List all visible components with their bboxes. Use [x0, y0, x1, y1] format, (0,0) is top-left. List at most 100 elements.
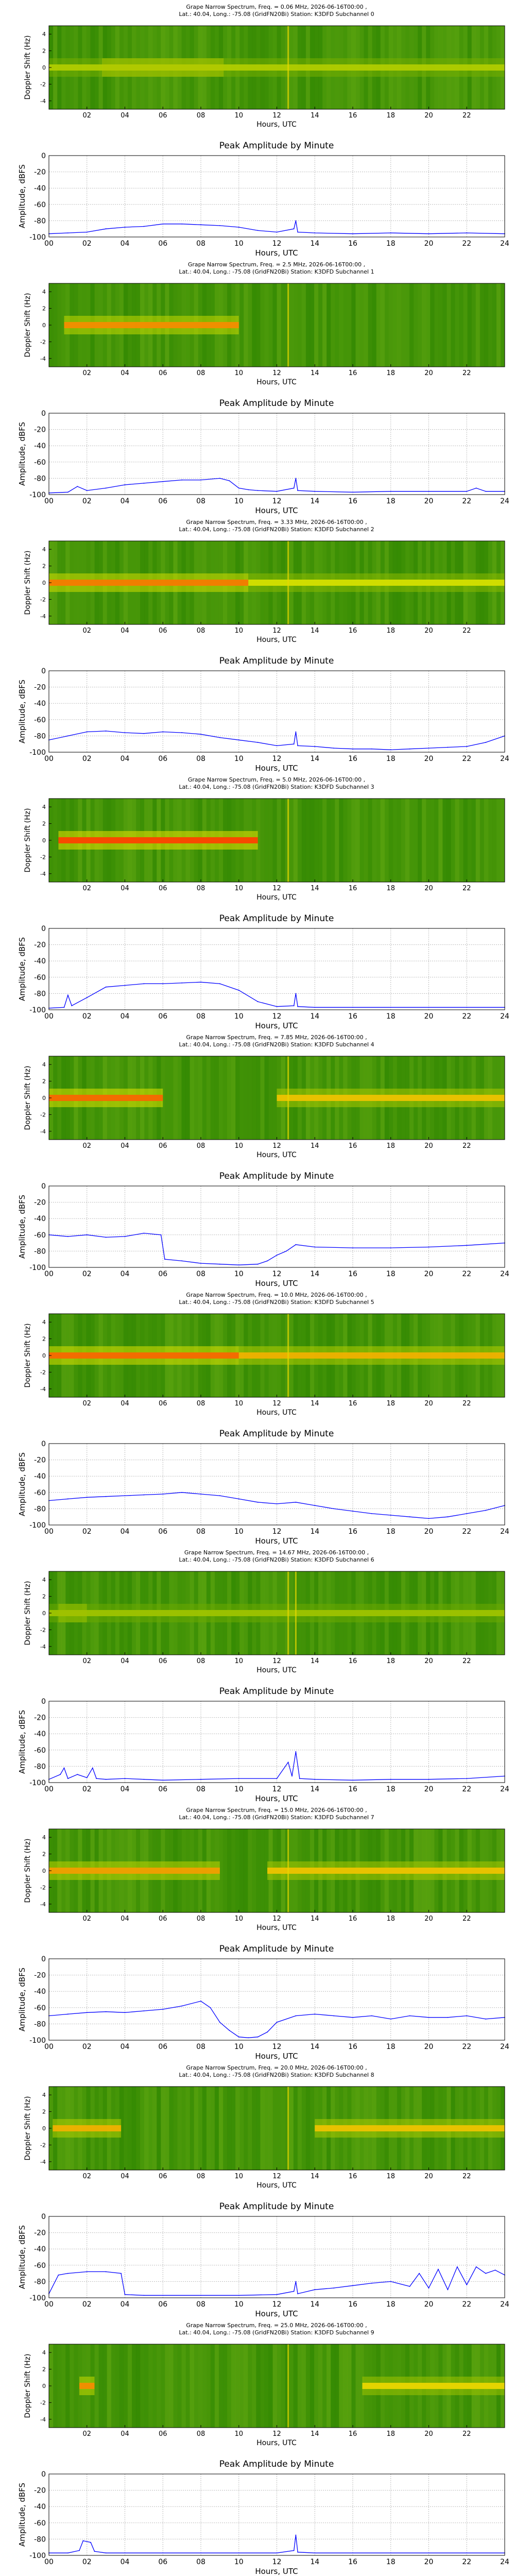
- spectrum-noise-column: [475, 799, 480, 882]
- spectrum-noise-column: [239, 2087, 244, 2170]
- spectrum-x-tick-label: 08: [197, 1657, 205, 1665]
- amplitude-data-point: [229, 480, 230, 482]
- spectrum-x-tick-label: 16: [349, 369, 357, 377]
- spectrum-x-tick-label: 12: [272, 1142, 281, 1150]
- amplitude-x-tick-label: 04: [121, 755, 130, 763]
- spectrum-x-tick-label: 18: [386, 1915, 395, 1923]
- spectrum-x-tick-label: 04: [121, 1657, 129, 1665]
- spectrum-noise-column: [169, 2344, 174, 2428]
- spectrum-noise-column: [181, 2344, 186, 2428]
- amplitude-data-point: [295, 993, 297, 994]
- amplitude-plot: 00 02 04 06 08 10 12 14 16 18 20 22 24 0 -20 -40 -60 -80 -…: [18, 410, 509, 515]
- amplitude-x-tick-label: 14: [310, 1270, 319, 1278]
- amplitude-background: [49, 2474, 505, 2555]
- amplitude-frame: [48, 1701, 505, 1783]
- amplitude-x-tick-label: 02: [82, 1785, 92, 1793]
- spectrum-x-tick-label: 02: [82, 369, 91, 377]
- spectrum-noise-column: [173, 1056, 178, 1140]
- spectrum-x-tick-label: 06: [159, 2430, 167, 2438]
- amplitude-y-axis-label: Amplitude, dBFS: [18, 1710, 27, 1774]
- amplitude-x-tick-label: 24: [500, 1785, 509, 1793]
- amplitude-data-point: [143, 1494, 145, 1496]
- spectrum-noise-column: [256, 2087, 261, 2170]
- spectrum-noise-column: [442, 283, 447, 367]
- spectrum-noise-column: [210, 1056, 215, 1140]
- spectrum-y-tick-label: 4: [42, 1319, 46, 1326]
- amplitude-x-axis-label: Hours, UTC: [255, 764, 298, 773]
- spectrum-noise-column: [327, 2344, 331, 2428]
- subchannel-3-svg: Grape Narrow Spectrum, Freq. = 5.0 MHz, …: [18, 776, 509, 1030]
- amplitude-data-point: [124, 985, 126, 986]
- amplitude-data-point: [58, 2274, 59, 2276]
- amplitude-data-point: [124, 2552, 126, 2554]
- spectrum-x-tick-label: 12: [272, 1915, 281, 1923]
- spectrum-y-axis-label: Doppler Shift (Hz): [24, 2096, 32, 2161]
- spectrum-noise-column: [339, 799, 344, 882]
- spectrum-x-tick-label: 16: [349, 112, 357, 120]
- spectrum-x-tick-label: 12: [272, 2173, 281, 2180]
- amplitude-data-point: [257, 1263, 259, 1265]
- amplitude-data-point: [286, 1250, 287, 1252]
- amplitude-x-tick-label: 00: [44, 240, 54, 248]
- spectrum-noise-column: [152, 2087, 157, 2170]
- spectrum-x-tick-label: 20: [424, 369, 433, 377]
- spectrum-noise-column: [277, 2344, 282, 2428]
- amplitude-y-tick-label: 0: [41, 1440, 46, 1448]
- amplitude-title: Peak Amplitude by Minute: [219, 1686, 334, 1697]
- spectrum-noise-column: [414, 283, 418, 367]
- amplitude-y-tick-label: -40: [34, 442, 46, 450]
- spectrum-noise-column: [285, 799, 290, 882]
- amplitude-x-tick-label: 16: [348, 1012, 357, 1021]
- spectrum-noise-column: [351, 799, 356, 882]
- amplitude-x-tick-label: 08: [196, 240, 205, 248]
- spectrum-y-tick-label: -4: [40, 1386, 46, 1393]
- spectrum-noise-column: [492, 283, 497, 367]
- amplitude-data-point: [295, 1244, 297, 1245]
- spectrum-noise-column: [148, 2344, 153, 2428]
- amplitude-x-axis-label: Hours, UTC: [255, 248, 298, 258]
- spectrum-x-tick-label: 06: [159, 1400, 167, 1408]
- amplitude-x-tick-label: 20: [424, 2558, 434, 2566]
- subchannel-5-panel: Grape Narrow Spectrum, Freq. = 10.0 MHz,…: [0, 1288, 515, 1546]
- amplitude-data-point: [390, 232, 391, 233]
- amplitude-x-tick-label: 04: [121, 497, 130, 505]
- spectrum-x-tick-label: 10: [234, 1657, 243, 1665]
- amplitude-data-point: [295, 220, 297, 222]
- spectrum-noise-column: [327, 283, 331, 367]
- amplitude-x-tick-label: 18: [386, 2558, 396, 2566]
- amplitude-x-tick-label: 06: [158, 2558, 167, 2566]
- spectrum-x-tick-label: 20: [424, 1142, 433, 1150]
- spectrum-noise-column: [471, 799, 476, 882]
- amplitude-y-axis-label: Amplitude, dBFS: [18, 164, 27, 228]
- amplitude-y-tick-label: -20: [34, 2229, 46, 2238]
- spectrum-y-tick-label: 4: [42, 31, 46, 38]
- amplitude-x-tick-label: 06: [158, 2300, 167, 2309]
- spectrum-noise-column: [331, 2344, 335, 2428]
- spectrum-noise-column: [364, 283, 368, 367]
- spectrum-noise-column: [343, 283, 348, 367]
- spectrum-x-tick-label: 10: [234, 885, 243, 892]
- spectrum-noise-column: [227, 2344, 232, 2428]
- spectrum-noise-column: [467, 283, 472, 367]
- spectrum-noise-column: [392, 799, 398, 882]
- amplitude-data-point: [293, 743, 295, 745]
- spectrum-noise-column: [252, 1056, 256, 1140]
- amplitude-y-tick-label: 0: [41, 1955, 46, 1963]
- amplitude-y-tick-label: -100: [29, 2552, 46, 2560]
- spectrum-noise-column: [372, 283, 377, 367]
- spectrum-x-tick-label: 06: [159, 885, 167, 892]
- spectrum-y-axis-label: Doppler Shift (Hz): [24, 1581, 32, 1646]
- amplitude-data-point: [419, 2273, 420, 2274]
- spectrum-x-tick-label: 18: [386, 2173, 395, 2180]
- spectrum-noise-column: [500, 283, 505, 367]
- spectrum-x-tick-label: 02: [82, 1142, 91, 1150]
- amplitude-background: [49, 2216, 505, 2298]
- spectrum-x-tick-label: 04: [121, 2173, 129, 2180]
- amplitude-y-tick-label: 0: [41, 925, 46, 933]
- amplitude-data-point: [105, 2552, 107, 2554]
- amplitude-x-tick-label: 24: [500, 2558, 509, 2566]
- spectrum-title-line2: Lat.: 40.04, Long.: -75.08 (GridFN20Bi) …: [179, 1556, 374, 1563]
- spectrum-noise-column: [214, 2344, 219, 2428]
- amplitude-x-tick-label: 00: [44, 1012, 54, 1021]
